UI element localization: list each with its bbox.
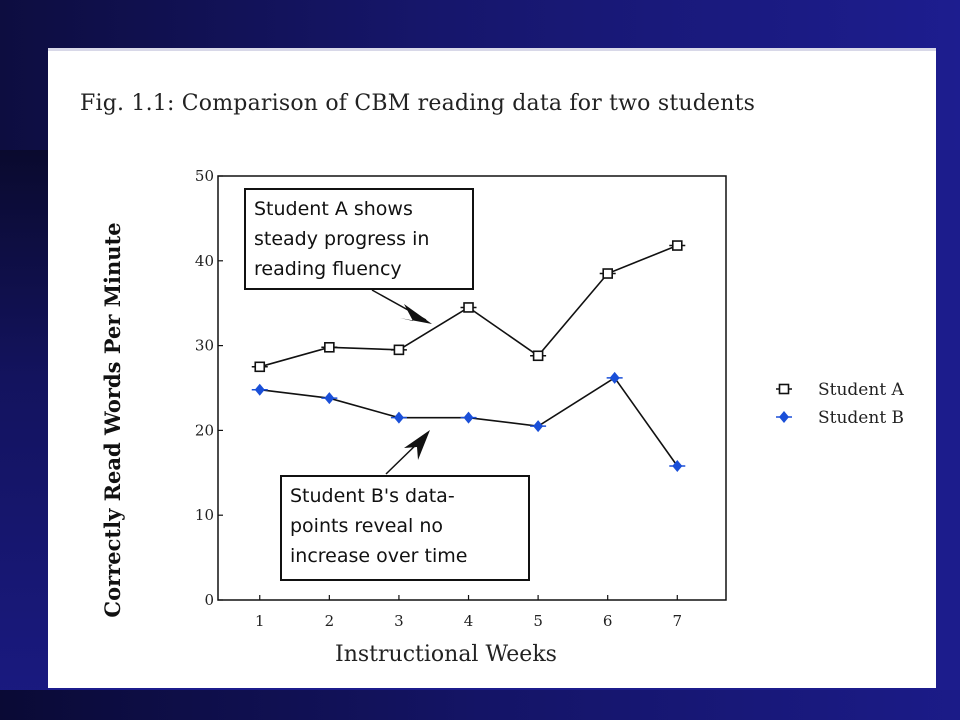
data-point-series-a bbox=[463, 302, 474, 313]
annotation-arrow-b bbox=[385, 430, 430, 475]
y-axis-label: Correctly Read Words Per Minute bbox=[100, 222, 125, 617]
annotation-student-a: Student A shows steady progress in readi… bbox=[244, 188, 474, 290]
annotation-b-line-3: increase over time bbox=[290, 545, 468, 567]
data-point-series-b bbox=[609, 371, 620, 384]
x-tick-label: 4 bbox=[464, 612, 474, 630]
y-tick-label: 40 bbox=[195, 252, 214, 270]
x-axis-label: Instructional Weeks bbox=[335, 642, 557, 667]
plot-area-frame bbox=[217, 175, 727, 601]
data-point-series-b bbox=[533, 420, 544, 433]
data-point-series-a bbox=[393, 344, 405, 356]
y-tick-label: 20 bbox=[195, 421, 214, 439]
x-tick-label: 5 bbox=[533, 612, 543, 630]
annotation-arrow-a bbox=[371, 289, 432, 324]
data-point-series-a bbox=[324, 341, 335, 353]
background-left-band bbox=[0, 150, 48, 720]
y-tick-label: 50 bbox=[195, 167, 214, 185]
annotation-b-line-2: points reveal no bbox=[290, 515, 444, 537]
figure-title: Fig. 1.1: Comparison of CBM reading data… bbox=[80, 91, 756, 116]
data-point-series-a bbox=[254, 361, 266, 373]
x-tick-label: 3 bbox=[394, 612, 404, 630]
x-tick-label: 6 bbox=[603, 612, 613, 630]
annotation-a-line-3: reading fluency bbox=[254, 258, 402, 280]
data-point-series-b bbox=[393, 411, 404, 424]
data-point-legend-a bbox=[778, 383, 790, 395]
data-point-legend-b bbox=[779, 411, 789, 423]
legend-a-label: Student A bbox=[818, 380, 905, 400]
annotation-student-b: Student B's data- points reveal no incre… bbox=[280, 475, 530, 581]
background-bottom-band bbox=[0, 690, 960, 720]
data-point-series-b bbox=[254, 383, 265, 396]
annotation-b-line-1: Student B's data- bbox=[290, 485, 455, 507]
y-tick-label: 30 bbox=[195, 337, 214, 355]
slide-panel: Fig. 1.1: Comparison of CBM reading data… bbox=[48, 48, 936, 688]
y-tick-label: 0 bbox=[204, 591, 214, 609]
data-point-series-a bbox=[602, 268, 613, 279]
data-point-series-b bbox=[324, 392, 335, 405]
x-tick-label: 7 bbox=[673, 612, 683, 630]
data-point-series-b bbox=[463, 411, 474, 424]
x-tick-label: 1 bbox=[255, 612, 265, 630]
data-point-series-a bbox=[671, 240, 683, 251]
annotation-a-line-1: Student A shows bbox=[254, 198, 413, 220]
legend: Student A Student B bbox=[776, 380, 905, 428]
annotation-a-line-2: steady progress in bbox=[254, 228, 430, 250]
legend-b-label: Student B bbox=[818, 408, 904, 428]
x-tick-label: 2 bbox=[325, 612, 335, 630]
y-tick-label: 10 bbox=[195, 506, 214, 524]
data-point-series-b bbox=[672, 460, 683, 473]
data-point-series-a bbox=[532, 350, 544, 362]
